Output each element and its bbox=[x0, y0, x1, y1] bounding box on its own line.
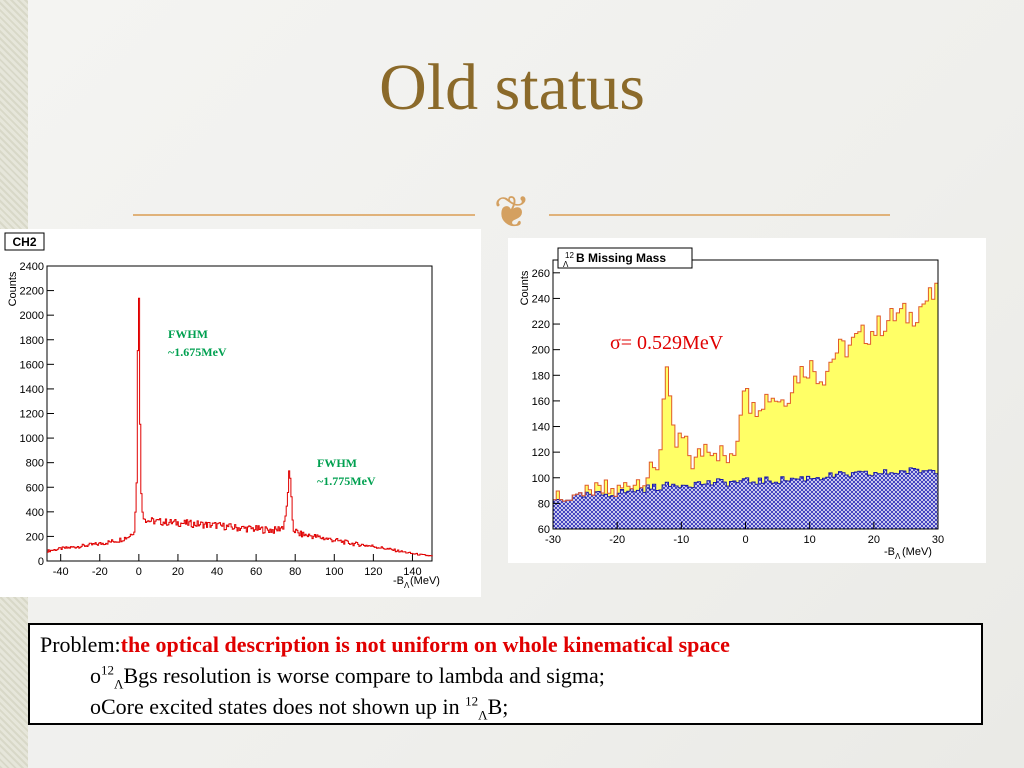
bullet2-tail: B; bbox=[487, 694, 509, 719]
ch2-chart-panel: -40 -20 0 20 40 60 80 100 120 140 0 200 400 600 800 100… bbox=[0, 229, 481, 597]
slide-title: Old status bbox=[379, 51, 645, 124]
chart2-x-tick-label: -10 bbox=[673, 534, 689, 546]
chart1-x-axis-label-sub: Λ bbox=[404, 581, 410, 590]
chart1-y-tick-label: 600 bbox=[26, 482, 44, 494]
chart1-fwhm-value-2: ~1.775MeV bbox=[317, 474, 376, 488]
chart2-x-axis-label-unit: (MeV) bbox=[902, 546, 932, 558]
chart1-series-histogram bbox=[47, 297, 433, 557]
chart2-y-tick-label: 120 bbox=[532, 447, 550, 459]
chart1-fwhm-label-1: FWHM bbox=[168, 327, 208, 341]
bullet1-superscript: 12 bbox=[101, 662, 114, 678]
chart1-y-tick-label: 1400 bbox=[20, 384, 44, 396]
bullet-marker-icon: o bbox=[90, 663, 101, 688]
chart2-y-tick-label: 200 bbox=[532, 345, 550, 357]
chart2-title: B Missing Mass bbox=[576, 251, 666, 265]
bullet2-subscript: Λ bbox=[478, 707, 488, 723]
chart1-title: CH2 bbox=[12, 235, 36, 249]
chart1-x-axis-label-main: -B bbox=[393, 575, 404, 587]
chart2-y-tick-label: 220 bbox=[532, 319, 550, 331]
problem-statement: Problem:the optical description is not u… bbox=[40, 629, 971, 660]
chart2-sigma-annotation: σ= 0.529MeV bbox=[610, 332, 724, 354]
chart2-series-background-fill bbox=[553, 467, 938, 529]
ch2-chart: -40 -20 0 20 40 60 80 100 120 1400200400600800100… bbox=[4, 232, 440, 590]
chart1-fwhm-value-1: ~1.675MeV bbox=[168, 345, 227, 359]
chart2-x-tick-label: 10 bbox=[804, 534, 816, 546]
chart2-series-background-line bbox=[553, 467, 938, 502]
chart1-y-tick-label: 1000 bbox=[20, 433, 44, 445]
chart2-y-tick-label: 100 bbox=[532, 473, 550, 485]
chart1-x-tick-label: 100 bbox=[325, 566, 343, 578]
chart1-x-tick-label: 60 bbox=[250, 566, 262, 578]
chart1-y-tick-label: 0 bbox=[38, 556, 44, 568]
chart1-y-tick-label: 1800 bbox=[20, 335, 44, 347]
chart2-x-tick-label: -20 bbox=[609, 534, 625, 546]
chart1-plot-frame bbox=[46, 265, 433, 562]
chart1-y-tick-label: 2200 bbox=[20, 286, 44, 298]
chart2-y-tick-label: 60 bbox=[538, 524, 550, 536]
chart1-y-tick-label: 2000 bbox=[20, 310, 44, 322]
chart1-y-tick-label: 1600 bbox=[20, 359, 44, 371]
chart1-x-tick-label: 80 bbox=[289, 566, 301, 578]
chart2-title-sup: 12 bbox=[565, 251, 574, 260]
bullet2-text: Core excited states does not shown up in bbox=[101, 694, 466, 719]
chart1-x-tick-label: 120 bbox=[364, 566, 382, 578]
chart2-y-tick-label: 80 bbox=[538, 498, 550, 510]
chart1-y-tick-label: 200 bbox=[26, 531, 44, 543]
chart2-x-tick-label: 0 bbox=[742, 534, 748, 546]
chart1-x-tick-label: 140 bbox=[403, 566, 421, 578]
title-rule-right bbox=[549, 214, 890, 216]
bullet2-superscript: 12 bbox=[465, 693, 479, 709]
chart2-series-total-line bbox=[553, 282, 938, 502]
chart2-y-tick-label: 140 bbox=[532, 422, 550, 434]
chart1-x-tick-label: -20 bbox=[92, 566, 108, 578]
missing-mass-chart: -30 -20 -10 0 10 20 30 60 80 100 120 140 160 180 200 22… bbox=[519, 247, 944, 561]
problem-bullet-1: o12ΛBgs resolution is worse compare to l… bbox=[40, 660, 971, 691]
chart2-title-box bbox=[557, 247, 693, 269]
chart1-x-tick-label: 20 bbox=[172, 566, 184, 578]
chart2-series-total-fill bbox=[553, 283, 938, 529]
chart1-y-tick-label: 1200 bbox=[20, 409, 44, 421]
problem-highlight: the optical description is not uniform o… bbox=[120, 632, 730, 657]
chart1-y-tick-label: 400 bbox=[26, 507, 44, 519]
chart2-y-tick-label: 180 bbox=[532, 370, 550, 382]
chart2-y-tick-label: 240 bbox=[532, 293, 550, 305]
missing-mass-chart-panel: -30 -20 -10 0 10 20 30 60 80 100 120 140 160 180 200 22… bbox=[508, 238, 986, 563]
chart1-x-tick-label: -40 bbox=[53, 566, 69, 578]
chart1-y-tick-label: 800 bbox=[26, 458, 44, 470]
chart2-x-tick-label: 20 bbox=[868, 534, 880, 546]
chart2-y-tick-label: 260 bbox=[532, 268, 550, 280]
chart2-x-axis-label-sub: Λ bbox=[895, 552, 901, 561]
problem-box: Problem:the optical description is not u… bbox=[28, 623, 983, 725]
chart1-y-axis-label: Counts bbox=[7, 271, 19, 306]
bullet1-text: Bgs resolution is worse compare to lambd… bbox=[123, 663, 605, 688]
chart1-x-tick-label: 40 bbox=[211, 566, 223, 578]
chart1-x-tick-label: 0 bbox=[136, 566, 142, 578]
chart1-y-tick-label: 2400 bbox=[20, 261, 44, 273]
bullet1-subscript: Λ bbox=[114, 676, 124, 692]
chart2-x-axis-label-main: -B bbox=[884, 546, 895, 558]
bullet-marker-icon: o bbox=[90, 694, 101, 719]
chart1-title-box bbox=[4, 232, 45, 251]
chart2-x-tick-label: 30 bbox=[932, 534, 944, 546]
fleuron-icon: ❦ bbox=[493, 188, 531, 237]
chart2-y-axis-label: Counts bbox=[519, 270, 531, 305]
chart2-x-tick-label: -30 bbox=[545, 534, 561, 546]
chart1-x-axis-label-unit: (MeV) bbox=[410, 575, 440, 587]
title-rule-left bbox=[133, 214, 475, 216]
problem-prefix: Problem: bbox=[40, 632, 121, 657]
problem-bullet-2: oCore excited states does not shown up i… bbox=[40, 691, 971, 722]
chart2-y-tick-label: 160 bbox=[532, 396, 550, 408]
chart2-title-sub: Λ bbox=[563, 260, 569, 269]
chart1-fwhm-label-2: FWHM bbox=[317, 456, 357, 470]
